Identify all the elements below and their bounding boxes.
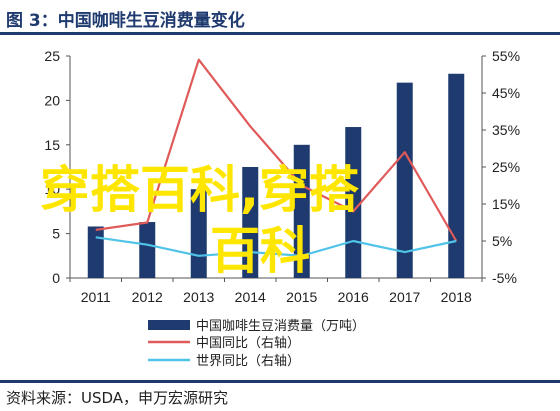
watermark: 穿搭百科,穿搭 百科	[40, 161, 359, 280]
china-yoy-line	[95, 58, 458, 242]
left-tick-label: 10	[44, 181, 60, 197]
legend: 中国咖啡生豆消费量（万吨） 中国同比（右轴） 世界同比（右轴）	[148, 319, 365, 369]
chart-title: 图 3：中国咖啡生豆消费量变化	[6, 11, 245, 31]
right-tick-label: 15%	[492, 196, 520, 212]
bar-2014	[242, 167, 259, 278]
left-tick-label: 15	[44, 137, 60, 153]
watermark-line-1: 穿搭百科,穿搭	[40, 161, 359, 219]
legend-label-china-yoy: 中国同比（右轴）	[196, 336, 300, 351]
left-tick-label: 5	[52, 226, 60, 242]
x-tick-label: 2014	[235, 289, 266, 305]
line-series	[95, 58, 458, 257]
chart: 0 5 10 15 20 25 -5% 5% 15% 25% 35% 45% 55% 2011 2012…	[40, 48, 520, 369]
left-tick-label: 20	[44, 92, 60, 108]
right-tick-label: -5%	[492, 270, 517, 286]
bar-2012	[139, 222, 156, 278]
bar-2015	[293, 144, 310, 278]
x-axis: 2011 2012 2013 2014 2015 2016 2017 2018	[69, 277, 483, 305]
x-tick-label: 2013	[183, 289, 214, 305]
right-tick-label: 5%	[492, 233, 512, 249]
legend-swatch-bar	[148, 320, 190, 330]
x-tick-label: 2018	[441, 289, 472, 305]
x-tick-label: 2017	[389, 289, 420, 305]
source-note: 资料来源：USDA，申万宏源研究	[6, 389, 229, 407]
legend-label-world-yoy: 世界同比（右轴）	[196, 354, 300, 369]
legend-label-bar: 中国咖啡生豆消费量（万吨）	[196, 319, 365, 334]
bar-2016	[345, 127, 362, 278]
right-tick-label: 35%	[492, 122, 520, 138]
right-axis: -5% 5% 15% 25% 35% 45% 55%	[481, 48, 520, 286]
right-tick-label: 25%	[492, 159, 520, 175]
left-tick-label: 25	[44, 48, 60, 64]
x-tick-label: 2012	[132, 289, 163, 305]
right-tick-label: 45%	[492, 85, 520, 101]
left-axis: 0 5 10 15 20 25	[44, 48, 71, 286]
x-tick-label: 2016	[338, 289, 369, 305]
title-divider	[0, 32, 560, 35]
x-tick-label: 2015	[286, 289, 317, 305]
left-tick-label: 0	[52, 270, 60, 286]
footer-divider	[0, 380, 560, 383]
world-yoy-line	[95, 236, 457, 257]
right-tick-label: 55%	[492, 48, 520, 64]
watermark-line-2: 百科	[210, 222, 310, 280]
bar-2018	[448, 73, 465, 278]
x-tick-label: 2011	[81, 289, 111, 305]
bar-2017	[396, 82, 413, 278]
bar-2011	[87, 226, 104, 278]
